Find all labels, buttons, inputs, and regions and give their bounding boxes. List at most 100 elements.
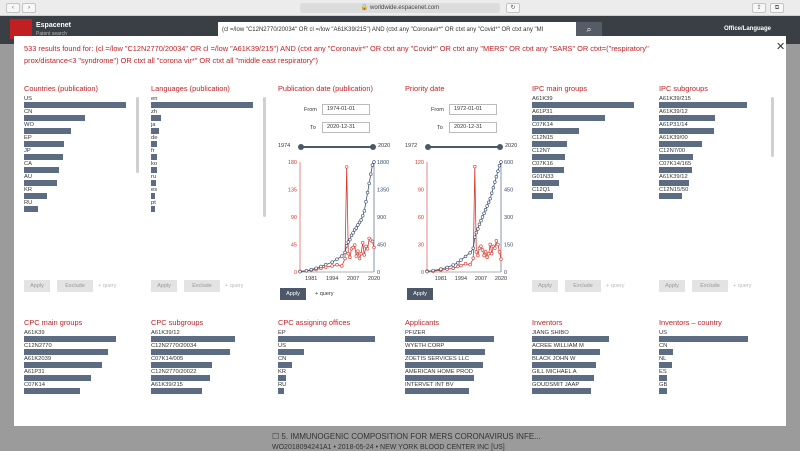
facet-item-bar[interactable] [278,388,285,394]
facet-item-bar[interactable] [659,115,716,121]
facet-item[interactable]: A61P31/14 [659,122,773,135]
facet-item[interactable]: WO [24,122,138,135]
facet-item-bar[interactable] [532,375,595,381]
data-point[interactable] [488,196,492,201]
data-point[interactable] [485,204,489,208]
facet-item[interactable]: GB [659,382,773,395]
facet-item-bar[interactable] [659,154,693,160]
data-point[interactable] [425,269,429,274]
exclude-button[interactable]: Exclude [565,280,601,292]
from-date-input[interactable]: 1974-01-01 [322,104,370,115]
facet-item[interactable]: A61P31 [24,369,138,382]
data-point[interactable] [319,264,323,269]
data-point[interactable] [362,253,367,257]
data-point[interactable] [304,269,309,273]
facet-item-bar[interactable] [151,128,160,134]
data-point[interactable] [298,269,302,274]
facet-item[interactable]: US [278,343,392,356]
facet-item-bar[interactable] [659,388,668,394]
data-point[interactable] [361,240,365,245]
address-bar[interactable]: 🔒 worldwide.espacenet.com [300,3,500,13]
facet-item[interactable]: ZOETIS SERVICES LLC [405,356,519,369]
add-query-button[interactable]: + query [733,283,752,289]
facet-item-bar[interactable] [151,180,157,186]
slider-handle-end[interactable] [370,144,376,150]
facet-item[interactable]: A61P31 [532,109,646,122]
close-icon[interactable]: ✕ [776,41,786,53]
facet-item[interactable]: US [659,330,773,343]
data-point[interactable] [356,223,360,227]
search-input[interactable]: (cl =/low "C12N2770/20034" OR cl =/low "… [218,22,576,38]
facet-item[interactable]: A61K39/12 [151,330,265,343]
data-point[interactable] [346,240,350,244]
data-point[interactable] [482,211,486,216]
facet-item-bar[interactable] [532,180,559,186]
data-point[interactable] [497,250,502,254]
apply-button[interactable]: Apply [24,280,50,292]
data-point[interactable] [494,239,499,243]
data-point[interactable] [473,164,477,169]
data-point[interactable] [367,181,371,186]
facet-item-bar[interactable] [24,115,86,121]
facet-item[interactable]: GILL MICHAEL A [532,369,646,382]
facet-item[interactable]: en [151,96,265,109]
facet-item-bar[interactable] [405,336,494,342]
facet-item-bar[interactable] [532,388,592,394]
date-range-slider[interactable] [300,146,374,148]
facet-item-bar[interactable] [532,128,579,134]
reload-icon[interactable]: ↻ [506,3,520,13]
apply-button[interactable]: Apply [407,288,433,300]
data-point[interactable] [365,247,370,251]
data-point[interactable] [343,250,347,255]
data-point[interactable] [351,245,355,250]
facet-item-bar[interactable] [278,362,293,368]
facet-item[interactable]: C07K14 [24,382,138,395]
facet-item[interactable]: A61K39/12 [659,174,773,187]
facet-item[interactable]: A61K39/12 [659,109,773,122]
facet-item-bar[interactable] [659,141,702,147]
facet-item-bar[interactable] [278,336,375,342]
facet-item[interactable]: C12N2770/20034 [151,343,265,356]
facet-item-bar[interactable] [151,349,230,355]
data-point[interactable] [359,218,363,222]
data-point[interactable] [330,260,334,264]
facet-item[interactable]: CN [24,109,138,122]
facet-item-bar[interactable] [151,375,211,381]
facet-item[interactable]: C12N15 [532,135,646,148]
result-title[interactable]: ☐ 5. IMMUNOGENIC COMPOSITION FOR MERS CO… [272,432,541,441]
data-point[interactable] [490,191,494,195]
checkbox-icon[interactable]: ☐ [272,432,282,441]
facet-item-bar[interactable] [659,193,683,199]
facet-item[interactable]: KR [278,369,392,382]
facet-item-bar[interactable] [151,115,162,121]
facet-item-bar[interactable] [532,102,634,108]
data-point[interactable] [364,244,368,249]
facet-item-bar[interactable] [278,349,304,355]
data-point[interactable] [364,200,368,204]
share-icon[interactable]: ⇪ [752,3,766,13]
data-point[interactable] [343,256,347,261]
data-point[interactable] [330,264,334,268]
facet-item-bar[interactable] [24,102,126,108]
facet-item-bar[interactable] [532,362,597,368]
facet-item[interactable]: C07K14/005 [151,356,265,369]
data-point[interactable] [468,262,472,267]
facet-item[interactable]: C07K14/165 [659,161,773,174]
facet-item-bar[interactable] [659,167,692,173]
data-point[interactable] [352,243,357,247]
forward-button[interactable]: › [22,3,36,13]
facet-item-bar[interactable] [659,362,673,368]
apply-button[interactable]: Apply [151,280,177,292]
facet-item[interactable]: WYETH CORP [405,343,519,356]
data-point[interactable] [485,255,489,260]
data-point[interactable] [459,263,463,268]
facet-item-bar[interactable] [151,336,235,342]
scrollbar[interactable] [263,97,266,217]
data-point[interactable] [471,246,475,250]
facet-item[interactable]: AMERICAN HOME PROD [405,369,519,382]
data-point[interactable] [314,266,318,271]
data-point[interactable] [439,267,443,271]
facet-item[interactable]: pt [151,200,265,213]
facet-item-bar[interactable] [659,336,748,342]
facet-item[interactable]: A61K39 [24,330,138,343]
